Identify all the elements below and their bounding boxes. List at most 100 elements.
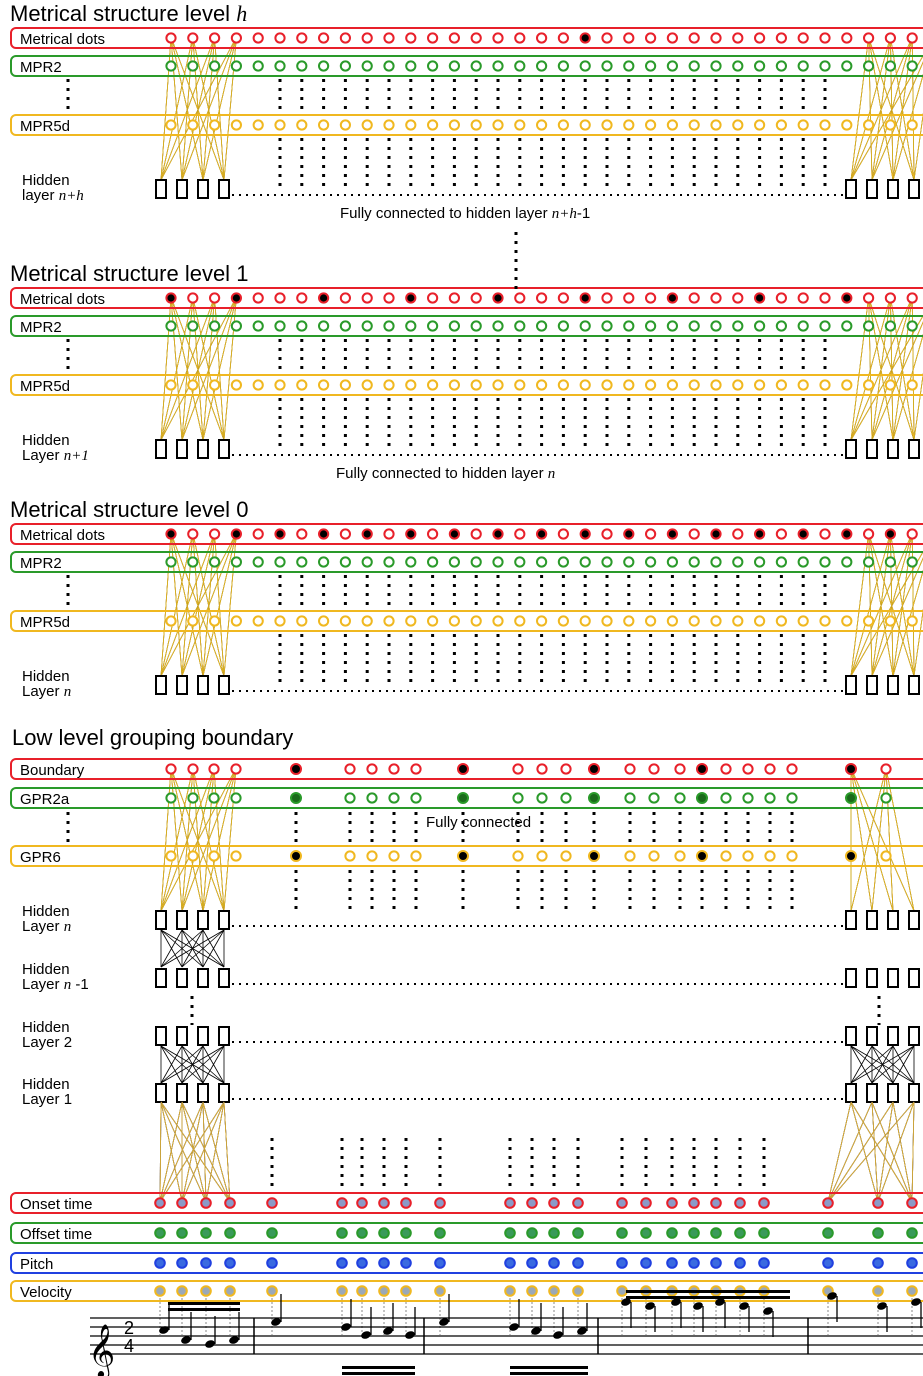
node-dot: [209, 556, 221, 568]
connection-line: [223, 532, 237, 677]
grouping-boundary-row-label: Boundary: [20, 762, 85, 779]
node-dot: [252, 556, 264, 568]
node-dot: [427, 60, 439, 72]
metrical-section-0-hidden-sublabel: layer n+h: [22, 187, 84, 204]
connection-line: [160, 929, 204, 968]
node-dot: [666, 32, 679, 44]
input-node: [400, 1197, 412, 1209]
connection-line: [868, 36, 894, 181]
node-dot: [623, 119, 635, 131]
node-dot: [906, 292, 918, 304]
node-dot: [906, 60, 918, 72]
node-dot: [427, 528, 439, 540]
hidden-unit: [845, 439, 857, 459]
node-dot: [427, 292, 439, 304]
node-dot: [884, 320, 897, 332]
node-dot: [165, 556, 177, 568]
input-velocity-row: Velocity: [10, 1280, 923, 1302]
grouping-hidden-layer-2: [155, 1026, 920, 1046]
connection-line: [871, 557, 923, 677]
node-dot: [841, 60, 853, 72]
node-dot: [601, 32, 613, 44]
hidden-unit: [908, 179, 920, 199]
node-dot: [366, 792, 378, 804]
node-dot: [906, 320, 918, 332]
input-node: [572, 1285, 584, 1297]
node-dot: [318, 119, 330, 131]
connection-line: [892, 569, 923, 677]
node-dot: [560, 792, 572, 804]
node-dot: [514, 615, 526, 627]
node-dot: [688, 60, 700, 72]
node-dot: [274, 292, 286, 304]
grouping-gpr6-row: GPR6: [10, 845, 923, 867]
node-dot: [666, 379, 679, 391]
connection-line: [850, 532, 869, 677]
node-dot: [742, 850, 754, 862]
note-beam: [626, 1296, 790, 1299]
connection-line: [850, 1101, 913, 1203]
node-dot: [845, 792, 857, 804]
hidden-unit: [887, 675, 899, 695]
connection-line: [202, 929, 225, 968]
node-dot: [296, 320, 308, 332]
input-node: [666, 1197, 678, 1209]
node-dot: [339, 615, 351, 627]
node-dot: [623, 528, 635, 540]
connection-line: [913, 112, 923, 181]
node-dot: [688, 379, 700, 391]
input-node: [822, 1197, 834, 1209]
connection-line: [850, 1045, 873, 1084]
hidden-unit: [908, 675, 920, 695]
input-node: [356, 1285, 368, 1297]
node-dot: [274, 556, 286, 568]
node-dot: [710, 60, 722, 72]
grouping-hidden-label-1: Hidden: [22, 961, 70, 978]
node-dot: [470, 528, 482, 540]
node-dot: [754, 556, 766, 568]
node-dot: [296, 556, 308, 568]
metrical-section-2-mpr2-row-frame: [10, 551, 923, 573]
connection-line: [192, 767, 204, 912]
connection-line: [871, 767, 887, 912]
node-dot: [710, 292, 722, 304]
node-dot: [645, 292, 657, 304]
cross-connections: [850, 1045, 915, 1084]
input-node: [266, 1197, 278, 1209]
note-head: [577, 1327, 587, 1335]
hidden-unit: [176, 968, 188, 988]
node-dot: [492, 119, 504, 131]
input-node: [176, 1285, 188, 1297]
node-dot: [339, 119, 351, 131]
node-dot: [906, 119, 918, 131]
hidden-unit: [197, 910, 209, 930]
input-onset-time-row-frame: [10, 1192, 923, 1214]
node-dot: [388, 763, 400, 775]
node-dot: [688, 556, 700, 568]
node-dot: [674, 792, 686, 804]
note-beam: [510, 1372, 588, 1375]
node-dot: [797, 528, 809, 540]
node-dot: [457, 792, 469, 804]
node-dot: [710, 379, 722, 391]
node-dot: [674, 850, 686, 862]
node-dot: [666, 556, 679, 568]
input-node: [356, 1227, 368, 1239]
node-dot: [318, 615, 330, 627]
node-dot: [209, 60, 221, 72]
connection-line: [892, 333, 923, 441]
node-dot: [230, 615, 242, 627]
node-dot: [732, 556, 744, 568]
input-node: [504, 1257, 516, 1269]
node-dot: [688, 32, 700, 44]
input-node: [154, 1197, 166, 1209]
node-dot: [165, 528, 177, 540]
node-dot: [720, 763, 732, 775]
node-dot: [405, 556, 417, 568]
connection-line: [892, 73, 923, 181]
input-node: [526, 1257, 538, 1269]
hidden-unit: [866, 179, 878, 199]
input-pitch-row-label: Pitch: [20, 1256, 53, 1273]
node-dot: [383, 528, 395, 540]
node-dot: [230, 556, 242, 568]
